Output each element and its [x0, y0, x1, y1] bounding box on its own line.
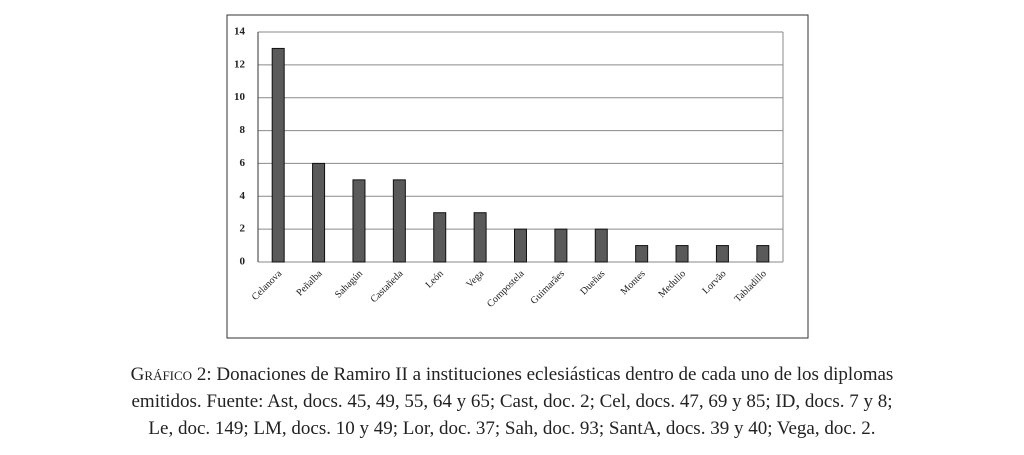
- caption-line: Gráfico 2: Donaciones de Ramiro II a ins…: [131, 364, 894, 385]
- y-tick-label: 10: [234, 91, 246, 103]
- bar: [271, 47, 285, 263]
- bar: [312, 162, 326, 263]
- chart-frame: [226, 14, 809, 339]
- y-tick-label: 4: [240, 190, 246, 202]
- bar: [392, 179, 406, 263]
- bar: [715, 245, 729, 263]
- y-tick-label: 2: [240, 223, 246, 235]
- x-tick-label: Tabladillo: [733, 268, 769, 304]
- bar: [675, 245, 689, 263]
- x-tick-label: Montes: [619, 268, 648, 297]
- x-tick-label: Guimarães: [529, 268, 567, 306]
- x-tick-label: Sahagún: [333, 268, 365, 300]
- x-tick-label: Celanova: [250, 268, 285, 303]
- bar: [756, 245, 770, 263]
- y-tick-label: 14: [234, 26, 246, 38]
- y-tick-label: 8: [240, 124, 246, 136]
- caption-line: Le, doc. 149; LM, docs. 10 y 49; Lor, do…: [148, 418, 875, 439]
- x-tick-label: Peñalba: [295, 268, 326, 299]
- bar: [473, 212, 487, 263]
- x-tick-label: Vega: [464, 268, 486, 290]
- x-tick-label: Medulio: [656, 268, 688, 300]
- bar: [554, 228, 568, 263]
- bar: [635, 245, 649, 263]
- bar: [433, 212, 447, 263]
- x-tick-label: Compostela: [485, 268, 527, 310]
- bar: [594, 228, 608, 263]
- bar: [514, 228, 527, 263]
- y-tick-label: 6: [240, 157, 246, 169]
- bar: [352, 179, 366, 263]
- y-tick-label: 12: [234, 58, 246, 70]
- x-tick-label: Lorvão: [700, 268, 728, 296]
- x-tick-label: León: [424, 268, 446, 290]
- y-tick-label: 0: [240, 256, 246, 268]
- caption-text: Donaciones de Ramiro II a instituciones …: [212, 364, 894, 385]
- x-tick-label: Castañeda: [369, 268, 406, 305]
- caption-label: Gráfico 2:: [131, 364, 212, 385]
- x-tick-label: Dueñas: [578, 268, 607, 297]
- caption-line: emitidos. Fuente: Ast, docs. 45, 49, 55,…: [131, 391, 892, 412]
